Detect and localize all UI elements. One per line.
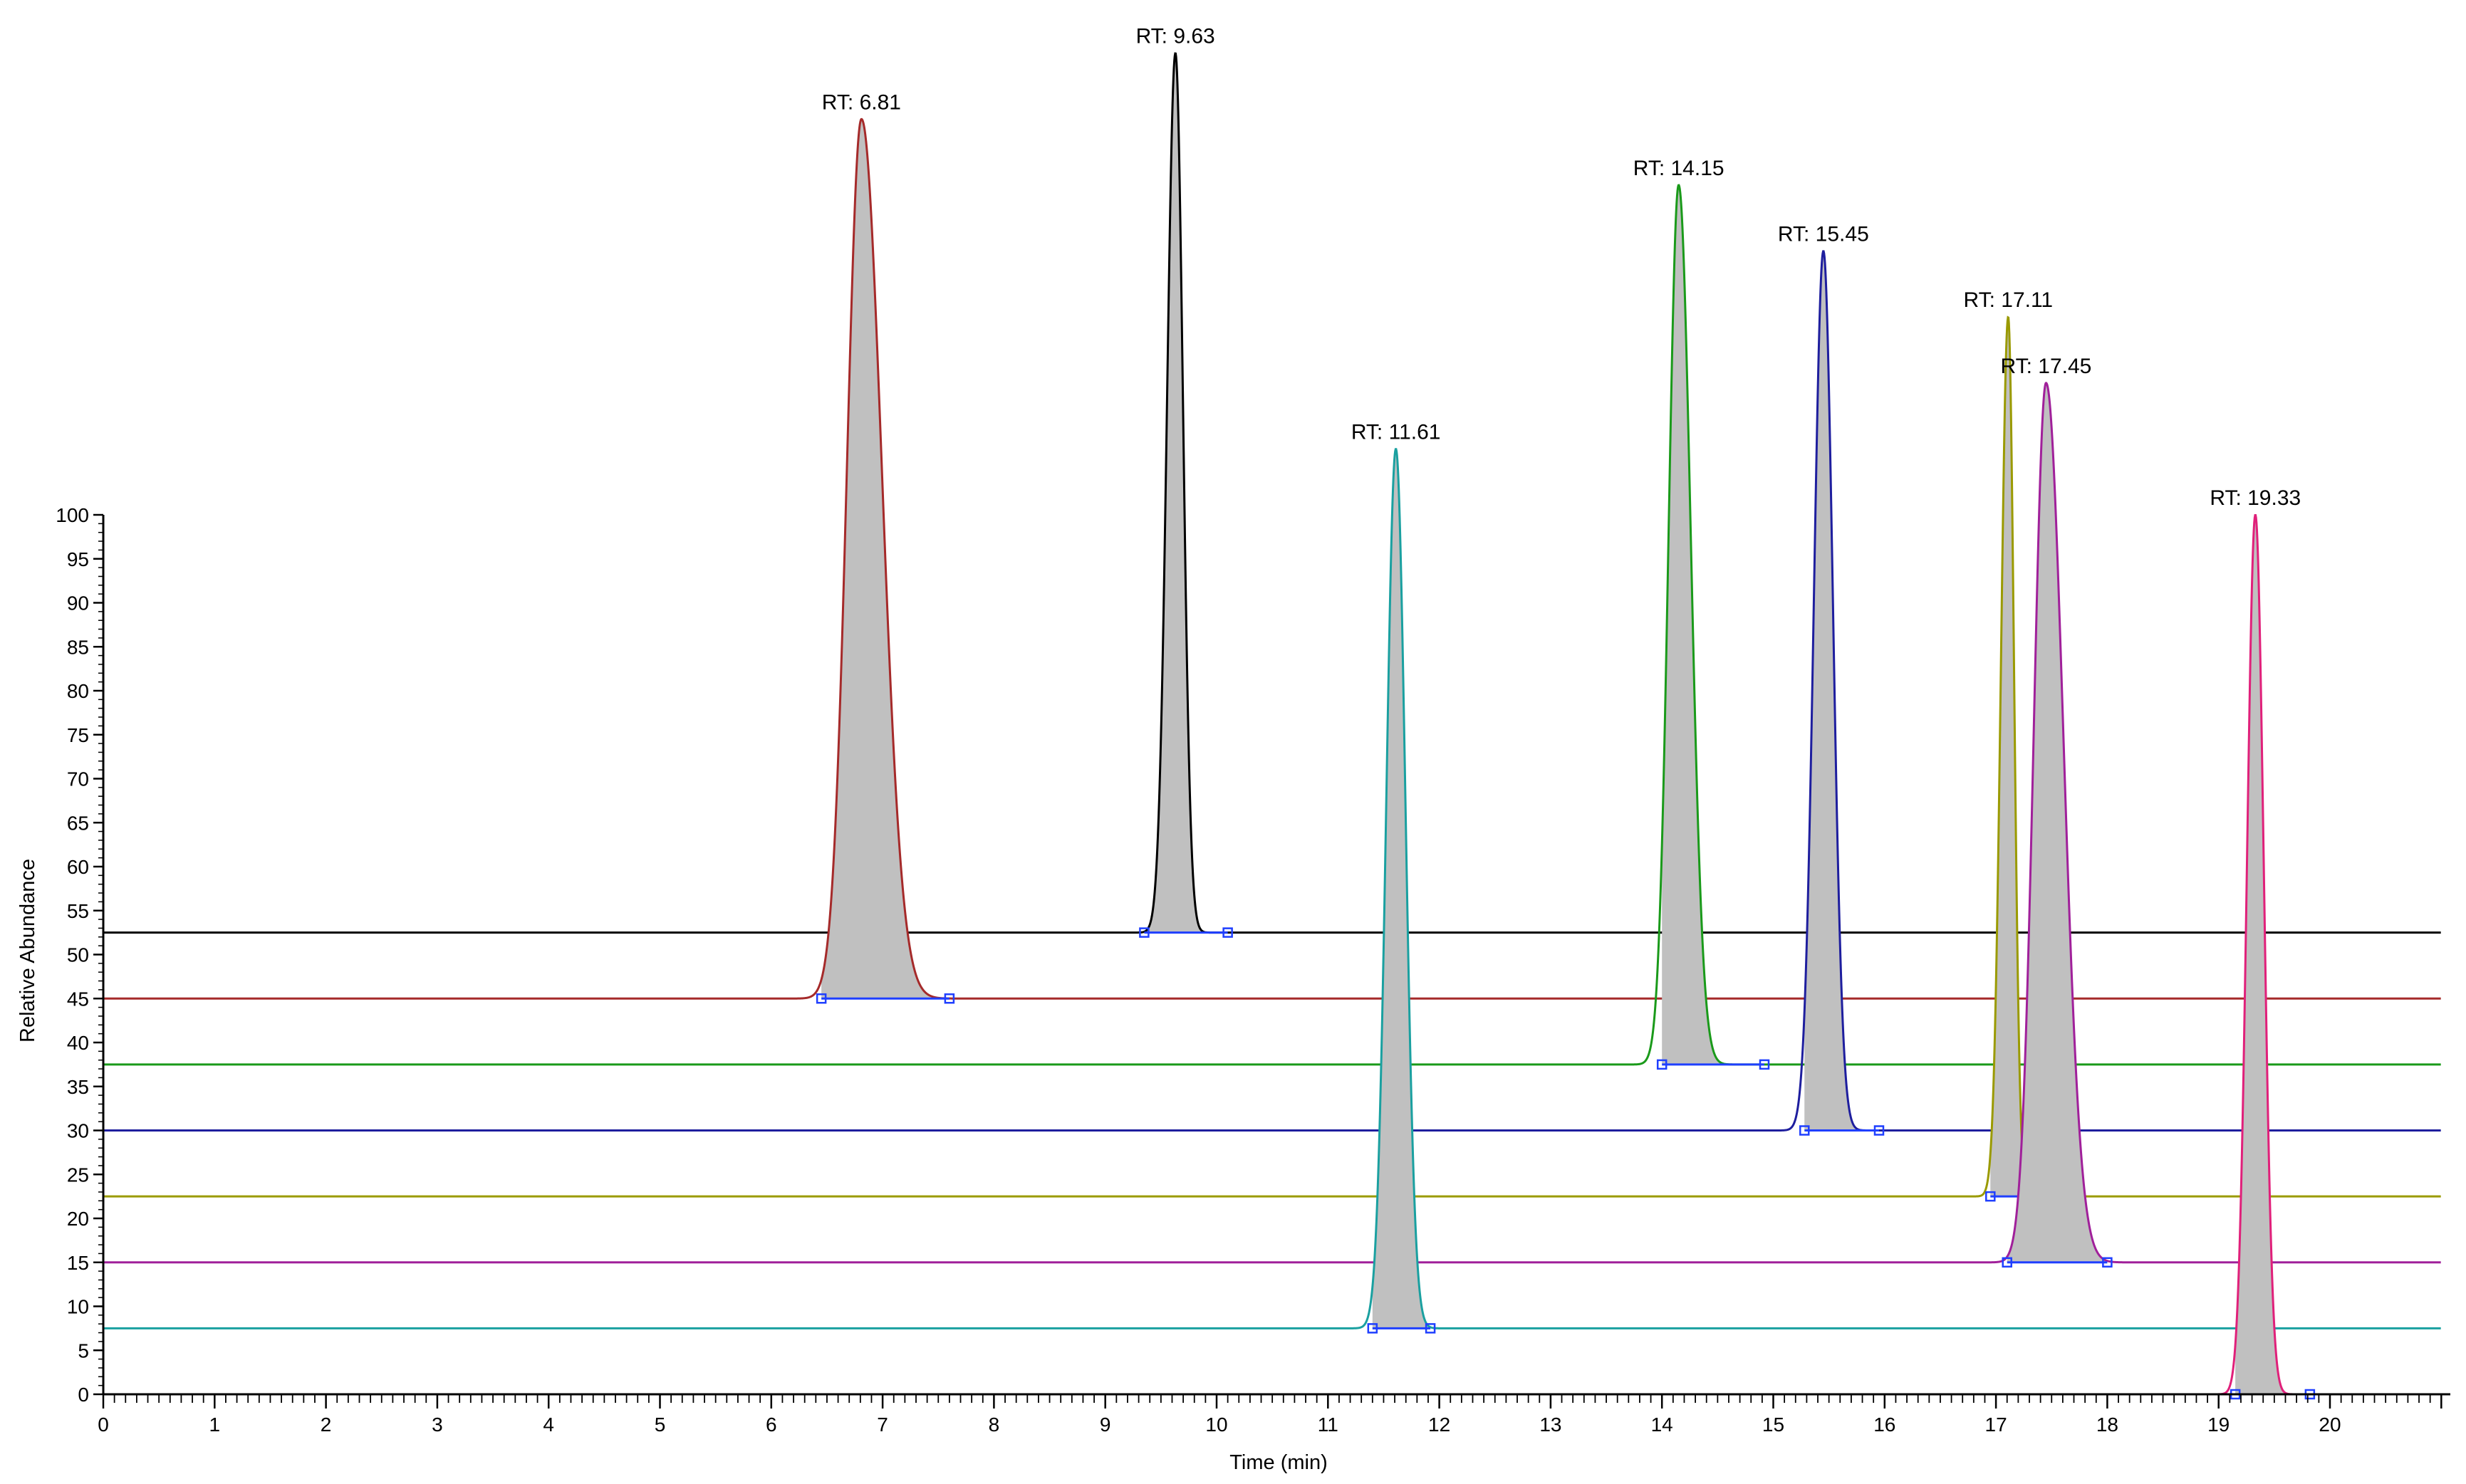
y-tick-label-90: 90 [67, 592, 89, 615]
x-tick-label-2: 2 [321, 1414, 332, 1436]
y-tick-label-5: 5 [78, 1339, 89, 1362]
rt-label-7: RT: 19.33 [2210, 486, 2301, 510]
x-tick-label-13: 13 [1539, 1414, 1561, 1436]
x-tick-label-19: 19 [2207, 1414, 2230, 1436]
peak-marker-3-0 [1799, 1125, 1810, 1136]
peak-marker-0-0 [1139, 927, 1150, 938]
y-tick-label-30: 30 [67, 1120, 89, 1142]
y-tick-label-50: 50 [67, 944, 89, 966]
peak-area-3 [1804, 251, 1879, 1131]
series-5: RT: 17.45 [103, 355, 2441, 1268]
peak-marker-6-1 [1425, 1323, 1436, 1334]
y-tick-label-25: 25 [67, 1164, 89, 1186]
rt-label-2: RT: 14.15 [1633, 157, 1724, 180]
peak-marker-5-0 [2002, 1257, 2012, 1268]
x-tick-label-4: 4 [543, 1414, 554, 1436]
x-tick-label-18: 18 [2096, 1414, 2118, 1436]
peak-marker-1-1 [944, 993, 955, 1004]
peak-marker-3-1 [1873, 1125, 1885, 1136]
series-6: RT: 11.61 [103, 420, 2441, 1334]
x-tick-label-6: 6 [766, 1414, 777, 1436]
y-tick-label-95: 95 [67, 548, 89, 570]
peak-area-0 [1144, 53, 1228, 933]
y-tick-label-0: 0 [78, 1384, 89, 1406]
trace-line-6 [103, 448, 2441, 1329]
trace-line-1 [103, 117, 2441, 1000]
rt-label-5: RT: 17.45 [2000, 355, 2091, 378]
y-tick-label-20: 20 [67, 1208, 89, 1230]
y-tick-label-65: 65 [67, 812, 89, 834]
y-tick-label-35: 35 [67, 1076, 89, 1098]
peak-marker-6-0 [1367, 1323, 1378, 1334]
y-tick-label-100: 100 [56, 504, 89, 526]
peaks-layer: RT: 9.63 RT: 6.81 RT: 14.15 RT: 15.45 RT: 17… [103, 25, 2441, 1400]
y-tick-label-75: 75 [67, 724, 89, 746]
x-tick-label-10: 10 [1205, 1414, 1227, 1436]
series-0: RT: 9.63 [103, 25, 2441, 938]
y-tick-label-55: 55 [67, 900, 89, 922]
peak-marker-0-1 [1222, 927, 1233, 938]
x-tick-label-11: 11 [1318, 1414, 1338, 1436]
x-tick-label-16: 16 [1873, 1414, 1895, 1436]
y-tick-label-80: 80 [67, 680, 89, 702]
rt-label-3: RT: 15.45 [1778, 223, 1869, 246]
x-tick-label-9: 9 [1100, 1414, 1111, 1436]
peak-area-5 [2007, 382, 2108, 1263]
x-tick-label-8: 8 [989, 1414, 1000, 1436]
trace-line-0 [103, 52, 2441, 934]
peak-marker-4-0 [1985, 1191, 1996, 1202]
peak-area-6 [1372, 449, 1431, 1329]
y-tick-label-45: 45 [67, 988, 89, 1010]
series-1: RT: 6.81 [103, 90, 2441, 1004]
rt-label-1: RT: 6.81 [822, 90, 901, 114]
axes-layer: 0510152025303540455055606570758085909510… [56, 504, 2450, 1436]
peak-marker-2-0 [1656, 1059, 1668, 1070]
y-tick-label-40: 40 [67, 1032, 89, 1054]
rt-label-4: RT: 17.11 [1963, 288, 2053, 312]
peak-marker-2-1 [1759, 1059, 1770, 1070]
rt-label-6: RT: 11.61 [1351, 420, 1441, 444]
y-tick-label-10: 10 [67, 1296, 89, 1318]
x-tick-label-1: 1 [209, 1414, 221, 1436]
x-tick-label-12: 12 [1428, 1414, 1450, 1436]
x-tick-label-7: 7 [877, 1414, 888, 1436]
x-axis-title: Time (min) [1229, 1451, 1327, 1474]
peak-area-4 [1990, 317, 2029, 1197]
peak-marker-1-0 [816, 993, 827, 1004]
y-tick-label-70: 70 [67, 768, 89, 790]
x-tick-label-5: 5 [655, 1414, 666, 1436]
x-tick-label-17: 17 [1985, 1414, 2007, 1436]
x-tick-label-15: 15 [1762, 1414, 1784, 1436]
y-axis-title: Relative Abundance [16, 859, 39, 1043]
peak-area-1 [821, 119, 950, 999]
x-tick-label-3: 3 [432, 1414, 443, 1436]
y-tick-label-15: 15 [67, 1252, 89, 1274]
trace-line-5 [103, 382, 2441, 1264]
x-tick-label-0: 0 [98, 1414, 109, 1436]
peak-area-7 [2235, 515, 2310, 1394]
peak-marker-5-1 [2102, 1257, 2113, 1268]
rt-label-0: RT: 9.63 [1136, 25, 1215, 48]
y-tick-label-60: 60 [67, 856, 89, 878]
y-tick-label-85: 85 [67, 636, 89, 658]
x-tick-label-14: 14 [1651, 1414, 1673, 1436]
x-tick-label-20: 20 [2319, 1414, 2341, 1436]
